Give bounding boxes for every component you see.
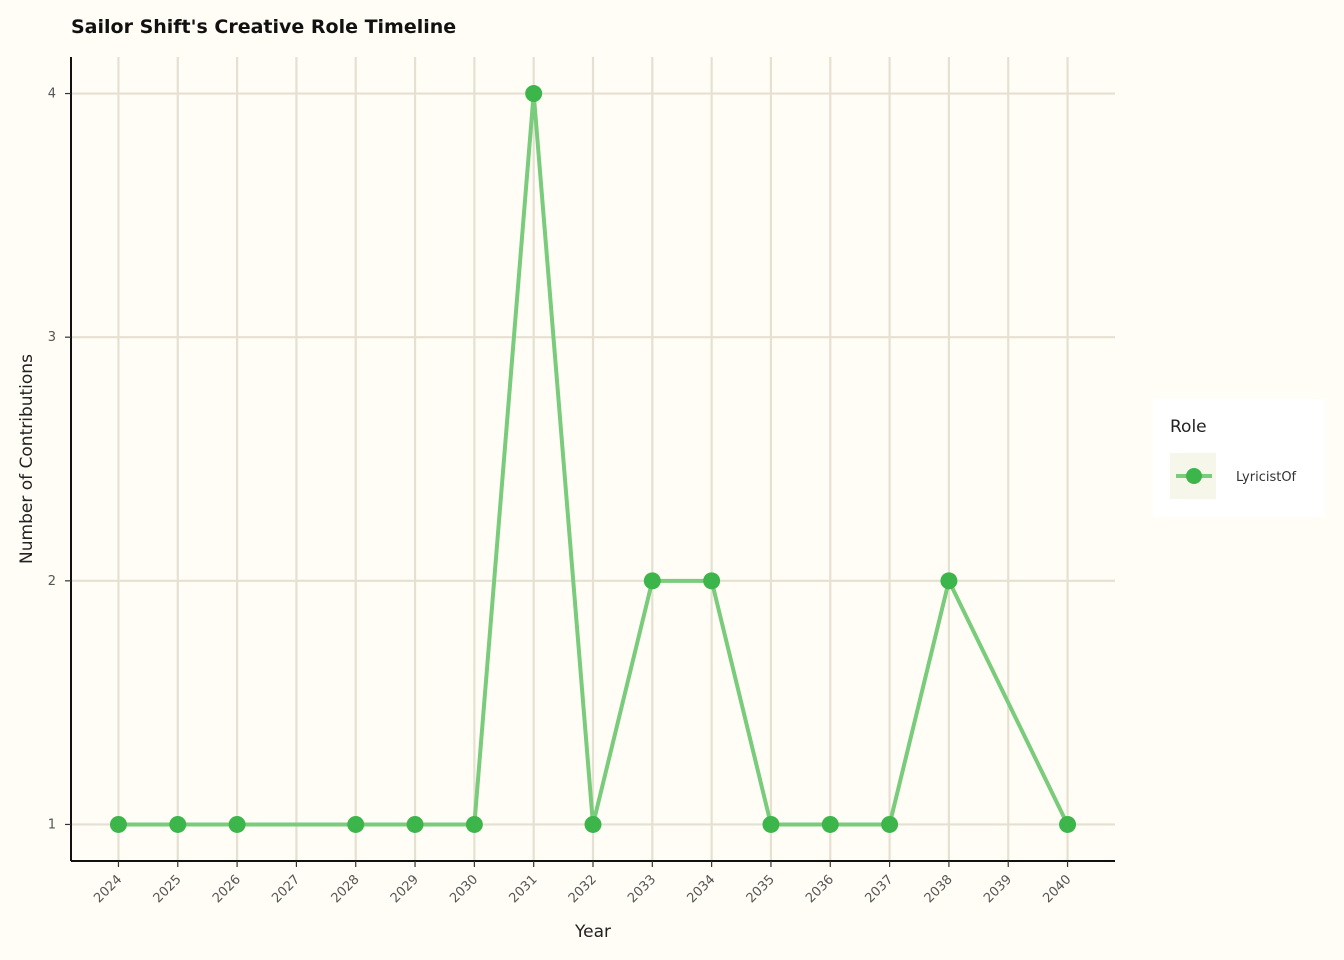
data-point-2040 [1059, 815, 1077, 833]
x-tick-label-2029: 2029 [388, 872, 422, 906]
x-tick-label-2032: 2032 [566, 872, 600, 906]
y-axis-title: Number of Contributions [17, 354, 37, 564]
x-tick-label-2031: 2031 [507, 872, 541, 906]
data-point-2026 [228, 815, 246, 833]
x-tick-label-2033: 2033 [625, 872, 659, 906]
data-point-2037 [881, 815, 899, 833]
x-axis-title: Year [574, 922, 611, 942]
data-point-2036 [821, 815, 839, 833]
x-tick-label-2037: 2037 [862, 872, 896, 906]
legend-title: Role [1170, 417, 1207, 437]
series-layer [109, 85, 1077, 833]
y-tick-label-2: 2 [48, 574, 56, 589]
x-tick-label-2028: 2028 [329, 872, 363, 906]
data-point-2033 [643, 572, 661, 590]
chart-title: Sailor Shift's Creative Role Timeline [71, 16, 456, 38]
x-tick-label-2035: 2035 [744, 872, 778, 906]
data-point-2029 [406, 815, 424, 833]
x-tick-label-2038: 2038 [922, 872, 956, 906]
data-point-2024 [109, 815, 127, 833]
y-axis-ticks: 1 2 3 4 [48, 87, 71, 832]
vertical-gridlines [117, 57, 1069, 861]
x-tick-label-2039: 2039 [981, 872, 1015, 906]
x-tick-label-2026: 2026 [210, 872, 244, 906]
data-point-2034 [703, 572, 721, 590]
x-tick-label-2027: 2027 [269, 872, 303, 906]
x-tick-label-2025: 2025 [151, 872, 185, 906]
y-tick-label-4: 4 [48, 87, 56, 102]
data-point-2031 [525, 85, 543, 103]
data-point-2028 [347, 815, 365, 833]
legend-label-lyricistof: LyricistOf [1236, 470, 1297, 485]
data-point-2032 [584, 815, 602, 833]
y-tick-label-3: 3 [48, 330, 56, 345]
x-axis-ticks: 2024 2025 2026 2027 2028 2029 2030 2031 2032 2033… [91, 861, 1074, 906]
legend-key-marker [1186, 468, 1202, 484]
data-point-2038 [940, 572, 958, 590]
x-tick-label-2030: 2030 [447, 872, 481, 906]
x-tick-label-2040: 2040 [1040, 872, 1074, 906]
data-point-2025 [169, 815, 187, 833]
data-point-2030 [465, 815, 483, 833]
x-tick-label-2024: 2024 [91, 872, 125, 906]
legend: Role LyricistOf [1153, 399, 1325, 517]
y-tick-label-1: 1 [48, 817, 56, 832]
data-point-2035 [762, 815, 780, 833]
x-tick-label-2034: 2034 [684, 872, 718, 906]
x-tick-label-2036: 2036 [803, 872, 837, 906]
